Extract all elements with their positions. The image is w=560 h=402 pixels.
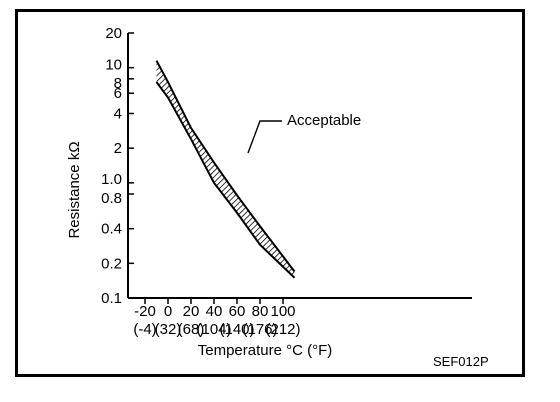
x-tick-label-celsius: 100 bbox=[270, 303, 295, 320]
band-lower-line bbox=[155, 81, 296, 279]
y-tick-label: 4 bbox=[114, 105, 122, 122]
x-tick-label-celsius: 0 bbox=[164, 303, 172, 320]
x-tick-label-fahrenheit: (104) bbox=[196, 321, 231, 338]
y-tick-label: 10 bbox=[105, 57, 122, 74]
figure-frame bbox=[15, 9, 525, 377]
x-tick-label-fahrenheit: (212) bbox=[265, 321, 300, 338]
y-tick-label: 20 bbox=[105, 25, 122, 42]
y-tick-label: 0.4 bbox=[101, 221, 122, 238]
y-tick-label: 0.1 bbox=[101, 290, 122, 307]
y-tick-label: 0.8 bbox=[101, 190, 122, 207]
x-axis-label: Temperature °C (°F) bbox=[198, 342, 333, 359]
figure-code: SEF012P bbox=[433, 354, 489, 369]
acceptable-band bbox=[156, 60, 295, 278]
x-tick-label-celsius: 20 bbox=[183, 303, 200, 320]
x-tick-label-fahrenheit: (-4) bbox=[133, 321, 156, 338]
x-tick-label-celsius: 40 bbox=[206, 303, 223, 320]
acceptable-label: Acceptable bbox=[287, 112, 361, 129]
x-tick-label-fahrenheit: (176) bbox=[242, 321, 277, 338]
x-tick-label-celsius: 60 bbox=[229, 303, 246, 320]
callout-leader bbox=[247, 120, 282, 154]
y-tick-label: 2 bbox=[114, 140, 122, 157]
x-tick-label-celsius: 80 bbox=[252, 303, 269, 320]
y-tick-label: 1.0 bbox=[101, 171, 122, 188]
band-upper-line bbox=[155, 60, 296, 273]
x-tick-label-fahrenheit: (32) bbox=[155, 321, 182, 338]
x-tick-label-fahrenheit: (140) bbox=[219, 321, 254, 338]
y-tick-label: 6 bbox=[114, 85, 122, 102]
x-tick-label-fahrenheit: (68) bbox=[178, 321, 205, 338]
y-tick-label: 8 bbox=[114, 75, 122, 92]
y-tick-label: 0.2 bbox=[101, 255, 122, 272]
x-tick-label-celsius: -20 bbox=[134, 303, 156, 320]
y-axis-label: Resistance kΩ bbox=[66, 141, 83, 238]
